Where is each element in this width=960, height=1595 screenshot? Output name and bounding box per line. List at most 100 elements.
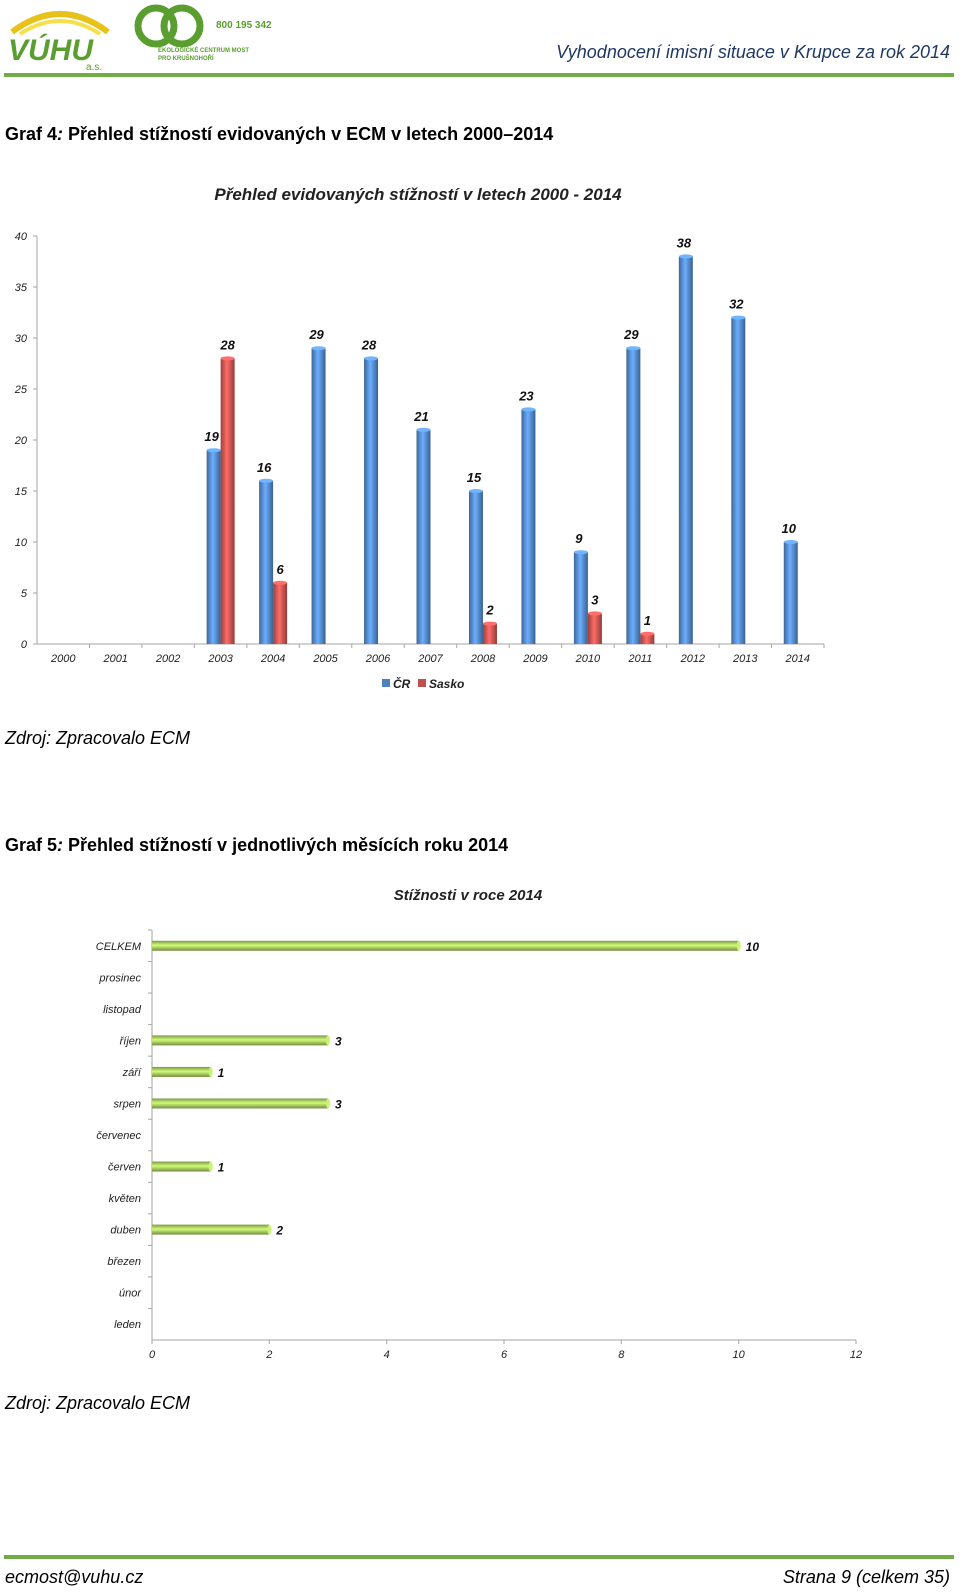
svg-text:800 195 342: 800 195 342 [216,20,272,31]
y-tick-label: říjen [120,1035,141,1047]
bar-čr-2006 [364,358,379,644]
data-label: 3 [591,592,599,607]
bar-top-cap [468,489,483,493]
y-tick-label: 35 [15,282,28,294]
data-label: 9 [575,531,583,546]
bar-top-cap [206,448,221,453]
graf5-source: Zdroj: Zpracovalo ECM [5,1393,191,1413]
graf4-heading: Graf 4: Přehled stížností evidovaných v … [5,124,553,145]
data-label: 28 [219,337,235,352]
x-tick-label: 6 [501,1349,508,1361]
graf5-heading-text: Přehled stížností v jednotlivých měsícíc… [63,835,509,855]
bar-top-cap [573,550,588,555]
x-tick-label: 2009 [522,653,547,665]
bar-sasko-2010 [587,613,602,644]
data-label: 1 [218,1161,225,1175]
bar-čr-2014 [783,542,798,644]
bar-top-cap [640,631,655,636]
bar-top-cap [587,611,602,616]
data-label: 2 [275,1224,283,1238]
bar-end-cap [326,1098,330,1109]
bar-top-cap [416,427,431,432]
y-tick-label: 5 [21,588,28,600]
x-tick-label: 12 [850,1349,862,1361]
bar-end-cap [326,1035,330,1046]
bar-čr-2007 [416,429,431,644]
x-tick-label: 2002 [155,653,180,665]
y-tick-label: srpen [113,1098,141,1110]
x-tick-label: 2008 [470,653,496,665]
legend-swatch-sasko [418,679,426,687]
data-label: 16 [257,460,272,475]
data-label: 3 [335,1097,342,1111]
graf4-source: Zdroj: Zpracovalo ECM [5,728,191,748]
bar-CELKEM [152,940,739,951]
chart-title: Přehled evidovaných stížností v letech 2… [214,185,622,204]
footer-page-number: Strana 9 (celkem 35) [782,1567,950,1587]
complaints-years-chart: Přehled evidovaných stížností v letech 2… [14,185,825,691]
bar-čr-2012 [678,256,693,644]
y-tick-label: duben [110,1225,141,1237]
svg-text:PRO KRUŠNOHOŘÍ: PRO KRUŠNOHOŘÍ [158,54,214,62]
bar-čr-2008 [468,491,483,644]
graf5-heading-sep: : [57,835,64,855]
bar-čr-2013 [731,317,746,644]
data-label: 2 [485,603,494,618]
bar-top-cap [678,254,693,259]
legend-label: Sasko [429,677,464,691]
y-tick-label: 40 [15,231,28,243]
x-tick-label: 2001 [102,653,127,665]
y-tick-label: červen [108,1162,141,1174]
bar-top-cap [259,478,274,483]
x-tick-label: 2013 [732,653,758,665]
ecm-logo: 800 195 342 EKOLOGICKÉ CENTRUM MOST PRO … [134,4,272,62]
data-label: 10 [746,940,760,954]
bar-end-cap [267,1224,272,1235]
bar-červen [152,1161,211,1172]
graf4-heading-text: Přehled stížností evidovaných v ECM v le… [63,124,554,144]
data-label: 1 [644,613,651,628]
y-tick-label: prosinec [98,972,141,984]
data-label: 1 [218,1066,225,1080]
y-tick-label: 30 [15,333,28,345]
x-tick-label: 4 [384,1349,390,1361]
bar-sasko-2008 [482,623,497,644]
document-title: Vyhodnocení imisní situace v Krupce za r… [556,42,950,62]
data-label: 3 [335,1034,342,1048]
footer-divider [4,1555,954,1559]
data-label: 29 [623,327,639,342]
legend-swatch-čr [382,679,390,687]
x-tick-label: 2005 [312,653,338,665]
bar-sasko-2003 [220,358,235,644]
bar-top-cap [220,356,235,361]
data-label: 10 [782,521,797,536]
bar-duben [152,1224,270,1235]
x-tick-label: 8 [618,1349,625,1361]
y-tick-label: 0 [21,639,28,651]
svg-text:EKOLOGICKÉ CENTRUM MOST: EKOLOGICKÉ CENTRUM MOST [158,46,249,54]
x-tick-label: 0 [149,1349,156,1361]
chart-title: Stížnosti v roce 2014 [394,887,543,904]
svg-text:a.s.: a.s. [86,62,102,72]
bar-říjen [152,1035,328,1046]
bar-čr-2003 [206,450,221,644]
footer-email: ecmost@vuhu.cz [5,1567,144,1587]
x-tick-label: 2012 [680,653,705,665]
data-label: 38 [677,235,692,250]
graf5-heading-prefix: Graf 5 [5,835,58,855]
y-tick-label: CELKEM [96,941,142,953]
x-tick-label: 2007 [417,653,443,665]
y-tick-label: červenec [96,1130,141,1142]
legend-label: ČR [393,676,411,691]
bar-čr-2009 [521,409,536,644]
data-label: 23 [518,388,534,403]
data-label: 21 [413,409,428,424]
data-label: 6 [276,562,284,577]
y-tick-label: 10 [15,537,28,549]
x-tick-label: 2 [265,1349,272,1361]
y-tick-label: leden [114,1319,141,1331]
bar-čr-2011 [626,348,641,644]
header-divider [4,73,954,77]
x-tick-label: 10 [733,1349,746,1361]
